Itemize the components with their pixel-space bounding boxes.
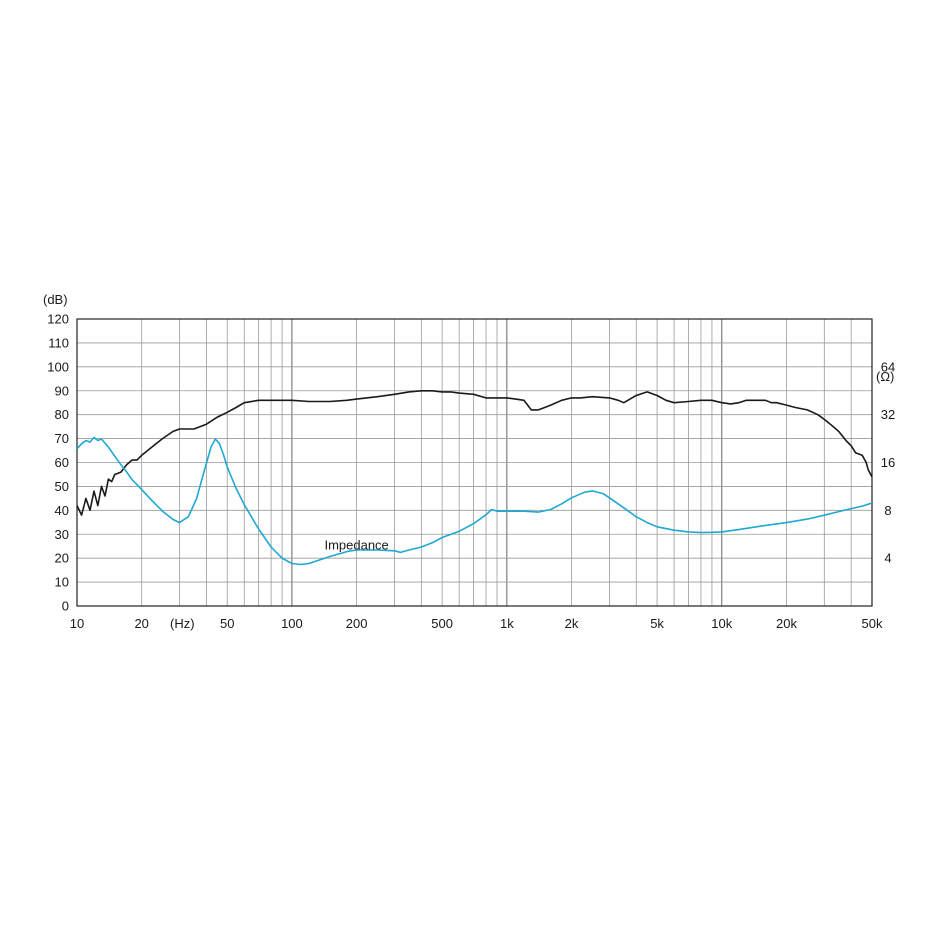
y-tick-label: 50 <box>55 479 69 494</box>
annotation-label: Impedance <box>324 537 388 552</box>
x-tick-labels: 10 20 50 100 200 500 1k 2k 5k 10k 20k 50k <box>70 616 883 631</box>
x-tick-label: 5k <box>650 616 664 631</box>
x-tick-label: 100 <box>281 616 303 631</box>
y-tick-label: 40 <box>55 503 69 518</box>
y-tick-label: 30 <box>55 527 69 542</box>
y2-tick-label: 64 <box>881 359 895 374</box>
x-tick-label: 20k <box>776 616 797 631</box>
x-tick-label: 2k <box>565 616 579 631</box>
y-tick-label: 120 <box>47 312 69 327</box>
y-tick-label: 110 <box>48 335 69 350</box>
spl-series-line <box>76 390 873 516</box>
x-tick-label: 1k <box>500 616 514 631</box>
y2-tick-label: 4 <box>884 551 891 566</box>
x-tick-label: 10 <box>70 616 84 631</box>
x-tick-label: 10k <box>711 616 732 631</box>
y-tick-label: 80 <box>55 407 69 422</box>
y-tick-labels: 0 10 20 30 40 50 60 70 80 90 100 110 120 <box>47 312 69 614</box>
x-tick-label: 20 <box>134 616 148 631</box>
y-tick-label: 90 <box>55 383 69 398</box>
y2-tick-label: 32 <box>881 407 895 422</box>
plot-frame <box>76 318 873 607</box>
y-gridlines <box>77 342 872 583</box>
impedance-series-line <box>76 436 873 566</box>
y2-tick-label: 8 <box>884 503 891 518</box>
y2-tick-label: 16 <box>881 455 895 470</box>
y-tick-label: 0 <box>62 599 69 614</box>
y-tick-label: 100 <box>47 359 69 374</box>
y-tick-label: 10 <box>55 575 69 590</box>
annotations: Impedance <box>324 537 388 552</box>
x-unit-label: (Hz) <box>170 616 195 631</box>
x-tick-label: 50 <box>220 616 234 631</box>
series-lines <box>76 390 873 566</box>
y-tick-label: 60 <box>55 455 69 470</box>
x-tick-label: 500 <box>431 616 453 631</box>
x-tick-label: 200 <box>346 616 368 631</box>
y-tick-label: 20 <box>55 551 69 566</box>
y-axis-label: (dB) <box>43 292 68 307</box>
x-tick-label: 50k <box>862 616 883 631</box>
y2-tick-labels: 4 8 16 32 64 <box>881 359 895 565</box>
y2-axis-label: (Ω) <box>876 369 894 384</box>
y-tick-label: 70 <box>55 431 69 446</box>
